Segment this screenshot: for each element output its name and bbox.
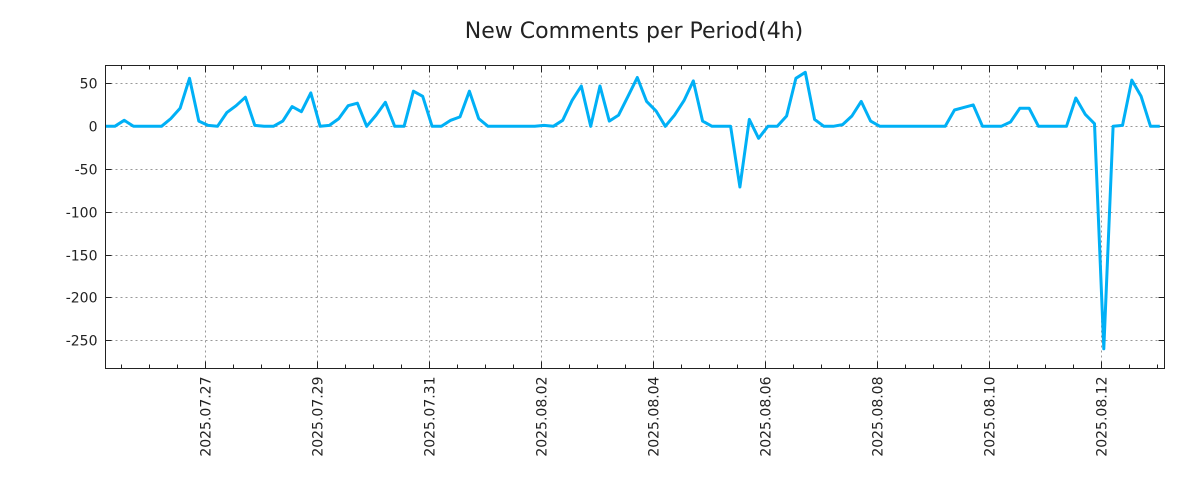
x-tick-label: 2025.08.12 [1095, 377, 1111, 457]
x-tick-label: 2025.07.31 [423, 377, 439, 457]
y-tick-label: -50 [75, 163, 98, 179]
chart-title: New Comments per Period(4h) [465, 19, 803, 44]
y-tick-label: 50 [80, 77, 98, 93]
x-tick-label: 2025.07.27 [199, 377, 215, 457]
data-points [105, 72, 1160, 349]
x-tick-label: 2025.07.29 [311, 377, 327, 457]
x-tick-label: 2025.08.08 [871, 377, 887, 457]
y-tick-label: -150 [66, 249, 98, 265]
x-tick-label: 2025.08.10 [983, 377, 999, 457]
series-line-new-comments [106, 72, 1160, 349]
y-tick-label: -200 [66, 291, 98, 307]
grid [106, 66, 1165, 369]
x-tick-label: 2025.08.06 [759, 376, 775, 456]
x-tick-label: 2025.08.02 [535, 377, 551, 457]
y-tick-label: -100 [66, 206, 98, 222]
x-tick-label: 2025.08.04 [647, 376, 663, 456]
y-tick-label: 0 [89, 120, 98, 136]
plot-frame [106, 66, 1165, 369]
y-tick-label: -250 [66, 334, 98, 350]
